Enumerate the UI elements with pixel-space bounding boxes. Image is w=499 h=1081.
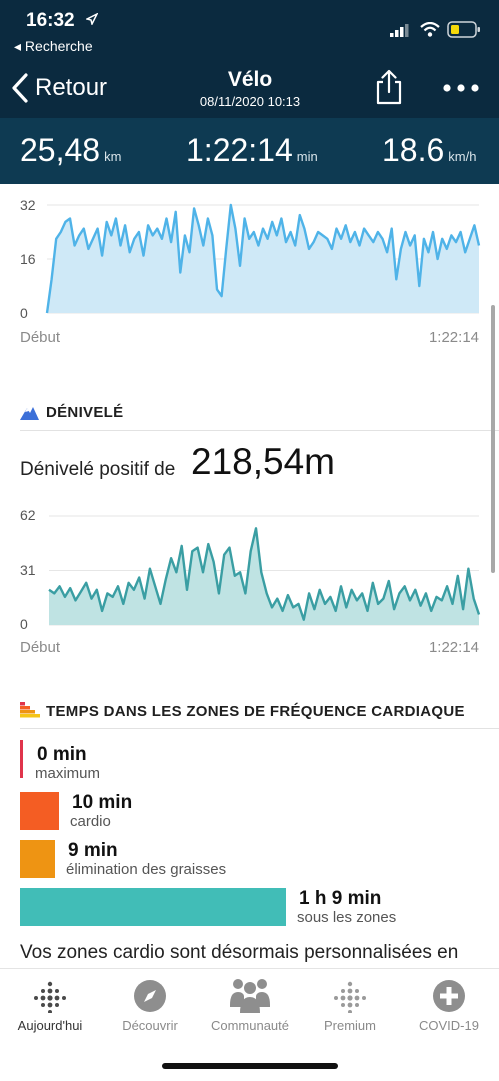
speed-x-start-label: Début [20,329,61,346]
tab-label-community: Communauté [210,1018,290,1033]
elevation-gain-value: 218,54m [191,441,335,482]
zone-bar-maximum [20,740,23,778]
location-arrow-icon [86,13,98,25]
share-icon[interactable] [374,68,404,106]
speed-unit: km/h [448,149,477,164]
community-icon [230,979,270,1013]
status-time: 16:32 [26,10,75,31]
tab-label-today: Aujourd'hui [17,1018,83,1033]
hr-zones-note: Vos zones cardio sont désormais personna… [20,942,459,963]
tab-discover[interactable]: Découvrir [100,969,200,1039]
wifi-icon [420,22,440,37]
tab-community[interactable]: Communauté [200,969,300,1039]
compass-icon [134,980,166,1012]
zone-bar-fat-burn [20,840,55,878]
elevation-x-end-label: 1:22:14 [428,639,479,656]
speed-y-tick-min: 0 [20,305,28,321]
speed-y-tick-max: 32 [20,197,36,213]
activity-stats-bar: 25,48 km 1:22:14 min 18.6 km/h [0,118,499,184]
zone-time-below: 1 h 9 min [299,888,382,909]
speed-y-tick-mid: 16 [20,251,36,267]
duration-unit: min [296,149,318,164]
tab-label-discover: Découvrir [122,1018,178,1033]
zone-time-fat-burn: 9 min [68,840,118,861]
tab-bar: Aujourd'hui Découvrir Communauté [0,968,499,1081]
speed-area-fill [47,205,479,313]
speed-chart [45,203,481,314]
elevation-series-line [48,527,481,621]
tab-covid[interactable]: COVID-19 [399,969,499,1039]
home-indicator[interactable] [162,1063,338,1069]
zone-label-maximum: maximum [35,765,101,782]
hr-zones-list: 0 min maximum 10 min cardio 9 min élimin… [0,740,499,930]
speed-value: 18.6 [382,132,445,168]
scrollbar[interactable] [491,305,495,573]
duration-stat: 1:22:14 min [186,132,318,169]
speed-x-end-label: 1:22:14 [428,329,479,346]
more-options-icon[interactable] [442,83,480,93]
zone-time-maximum: 0 min [37,744,87,765]
page-title: Vélo [227,68,273,91]
elevation-x-start-label: Début [20,639,61,656]
tab-label-covid: COVID-19 [419,1018,479,1033]
battery-icon [447,21,480,38]
tab-label-premium: Premium [323,1018,376,1033]
back-to-app-link[interactable]: ◂ Recherche [14,38,93,54]
premium-dots-icon [334,981,366,1013]
zone-time-cardio: 10 min [72,792,133,813]
hr-zones-section-title: TEMPS DANS LES ZONES DE FRÉQUENCE CARDIA… [46,703,465,720]
elevation-y-tick-max: 62 [20,507,36,523]
heart-zones-icon [20,702,40,718]
tab-today[interactable]: Aujourd'hui [0,969,100,1039]
distance-value: 25,48 [20,132,101,168]
distance-unit: km [104,149,122,164]
elevation-y-tick-mid: 31 [20,562,36,578]
activity-datetime: 08/11/2020 10:13 [199,94,301,109]
zone-bar-below [20,888,286,926]
zone-label-cardio: cardio [70,813,111,830]
distance-stat: 25,48 km [20,132,121,169]
zone-bar-cardio [20,792,59,830]
elevation-summary-label: Dénivelé positif de [20,459,176,480]
back-button[interactable]: Retour [35,74,108,101]
mountain-icon [20,407,39,420]
back-chevron-icon[interactable] [10,73,30,103]
duration-value: 1:22:14 [186,132,293,168]
elevation-chart [48,515,481,626]
speed-series-line [45,203,481,314]
zone-label-below: sous les zones [297,909,397,926]
today-dots-icon [34,981,66,1013]
speed-chart-section: 32 16 0 Début 1:22:14 [0,196,499,356]
tab-premium[interactable]: Premium [300,969,400,1039]
elevation-y-tick-min: 0 [20,616,28,632]
divider [20,430,499,431]
elevation-section-title: DÉNIVELÉ [46,404,124,421]
elevation-area-fill [49,528,479,625]
speed-stat: 18.6 km/h [382,132,476,169]
divider [20,728,499,729]
elevation-chart-section: 62 31 0 Début 1:22:14 [0,506,499,666]
zone-label-fat-burn: élimination des graisses [66,861,227,878]
cellular-signal-icon [390,24,409,37]
top-bar: 16:32 ◂ Recherche Retour Vélo 08/11/2020… [0,0,499,118]
plus-circle-icon [433,980,465,1012]
